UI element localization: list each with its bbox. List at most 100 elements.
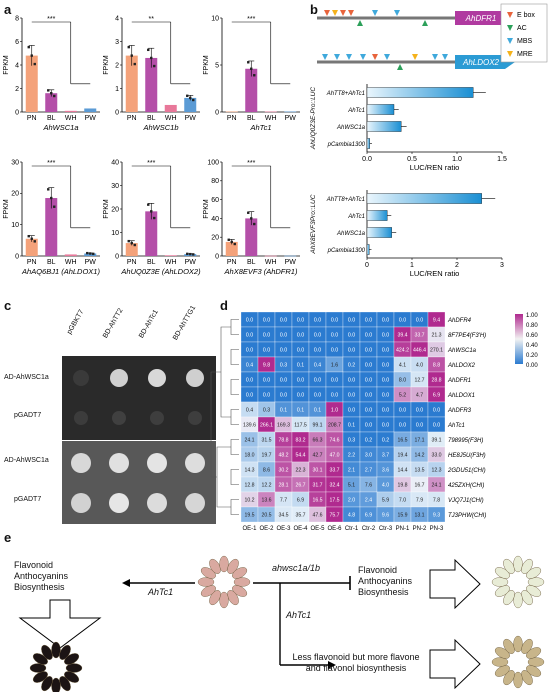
heatmap-cell-value: 4.1: [399, 363, 406, 369]
color-scale-tick: 0.60: [526, 333, 538, 339]
right-text-line-2: Anthocyanins: [358, 576, 413, 586]
row-label: 798995(F3H): [448, 438, 483, 444]
bar: [225, 241, 238, 256]
promoter-1: AhLDOX2: [317, 54, 515, 70]
data-point: [89, 252, 92, 255]
heatmap-cell-value: 3.6: [382, 468, 389, 474]
heatmap-cell-value: 14.3: [244, 468, 254, 474]
y-axis-label: AhUQ0Z3E-Pro::LUC: [310, 87, 317, 150]
motif-marker: [332, 10, 338, 16]
bar: [145, 57, 158, 112]
y-tick-label: 30: [111, 183, 119, 190]
heatmap-cell-value: 4.0: [382, 483, 389, 489]
data-point: [186, 252, 189, 256]
motif-marker: [324, 10, 330, 16]
heatmap-cell-value: 0.0: [365, 423, 372, 429]
heatmap-cell-value: 4.8: [348, 513, 355, 519]
x-tick-label: WH: [65, 115, 77, 122]
data-point: [253, 222, 256, 226]
heatmap-cell-value: 26.7: [295, 483, 305, 489]
heatmap-cell-value: 14.2: [414, 453, 424, 459]
gene-name: AhX8EVF3 (AhDFR1): [224, 267, 298, 276]
gene-name: AhAQ6BJ1 (AhLDOX1): [21, 267, 100, 276]
heatmap-cell-value: 18.0: [244, 453, 254, 459]
data-point: [153, 64, 156, 68]
heatmap-cell-value: 32.4: [329, 483, 339, 489]
heatmap-cell-value: 48.2: [278, 453, 288, 459]
motif-marker: [346, 54, 352, 60]
heatmap-cell-value: 0.0: [399, 423, 406, 429]
heatmap-cell-value: 0.0: [399, 318, 406, 324]
heatmap-cell-value: 9.4: [433, 318, 440, 324]
heatmap-cell-value: 0.0: [331, 318, 338, 324]
heatmap-cell-value: 66.3: [312, 438, 322, 444]
y-tick-label: 30: [11, 159, 19, 166]
data-point: [130, 54, 133, 57]
heatmap-cell-value: 208.7: [328, 423, 341, 429]
legend-label: AC: [517, 25, 527, 32]
gene-label: AhDFR1: [465, 14, 497, 23]
y-tick-label: 10: [11, 222, 19, 229]
heatmap-cell-value: 0.0: [263, 333, 270, 339]
heatmap-cell-value: 0.0: [348, 348, 355, 354]
bar: [64, 110, 77, 112]
y2h-row-label-3: AD-AhWSC1a: [4, 457, 49, 464]
panel-d-heatmap: 0.0 0.0 0.0 0.0 0.0 0.0 0.0 0.0 0.0 0.0 0.0 9.4 AhDF…: [210, 311, 538, 532]
bar: [164, 104, 177, 112]
y-tick-label: 0: [115, 253, 119, 260]
heatmap-cell-value: 78.8: [278, 438, 288, 444]
heatmap-cell-value: 28.1: [278, 483, 288, 489]
left-text-line-2: Anthocyanins: [14, 571, 69, 581]
seed: [59, 676, 71, 692]
heatmap-cell-value: 47.0: [329, 453, 339, 459]
gene-name: AhTc1: [250, 123, 272, 132]
heatmap-cell-value: 20.5: [261, 513, 271, 519]
bar: [45, 198, 58, 256]
heatmap-cell-value: 28.8: [431, 378, 441, 384]
data-point: [147, 48, 150, 52]
bar: [245, 218, 258, 256]
luc-chart: 0 1 2 3 AhTT8+AhTc1 AhTc1 AhWSC1a pCambia1300 LU…: [310, 190, 504, 278]
heatmap-cell-value: 0.0: [416, 408, 423, 414]
luc-chart: 0.0 0.5 1.0 1.5 AhTT8+AhTc1 AhTc1 AhWSC1a pCamb…: [310, 84, 507, 172]
data-point: [86, 251, 89, 255]
heatmap-cell-value: 169.3: [277, 423, 290, 429]
heatmap-cell-value: 0.0: [297, 393, 304, 399]
seed: [200, 585, 216, 597]
y-tick-label: 20: [211, 235, 219, 242]
bar: [64, 254, 77, 256]
bottom-text-line-2: and flavonol biosynthesis: [305, 663, 407, 673]
seed: [513, 591, 523, 609]
heatmap-cell-value: 0.0: [280, 393, 287, 399]
seed: [513, 635, 523, 653]
category-label: AhWSC1a: [336, 125, 366, 131]
panel-label-a: a: [4, 2, 12, 17]
heatmap-cell-value: 0.0: [365, 363, 372, 369]
heatmap-cell-value: 0.0: [280, 348, 287, 354]
y-tick-label: 10: [211, 15, 219, 22]
category-label: AhTT8+AhTc1: [326, 197, 365, 203]
heatmap-cell-value: 0.0: [263, 318, 270, 324]
y2h-plate-image: [62, 356, 216, 524]
y-tick-label: 60: [211, 197, 219, 204]
column-label: Ctr-3: [379, 526, 393, 532]
x-tick-label: PN: [227, 115, 237, 122]
heatmap-cell-value: 0.0: [263, 393, 270, 399]
seed: [503, 558, 515, 574]
y-axis-label: FPKM: [3, 199, 10, 219]
bar: [264, 255, 277, 257]
right-text-line-1: Flavonoid: [358, 565, 398, 575]
heatmap-cell-value: 21.3: [431, 333, 441, 339]
x-tick-label: WH: [65, 259, 77, 266]
heatmap-cell-value: 0.2: [382, 438, 389, 444]
heatmap-cell-value: 0.0: [416, 423, 423, 429]
left-biosynthesis-text: Flavonoid Anthocyanins Biosynthesis: [14, 560, 68, 593]
heatmap-cell-value: 0.0: [399, 408, 406, 414]
motif-marker: [394, 10, 400, 16]
heatmap-cell-value: 12.7: [414, 378, 424, 384]
heatmap-cell-value: 0.0: [297, 348, 304, 354]
heatmap-cell-value: 0.0: [365, 408, 372, 414]
legend-marker: [507, 25, 513, 31]
heatmap-cell-value: 0.0: [348, 408, 355, 414]
right-text-line-3: Biosynthesis: [358, 587, 409, 597]
